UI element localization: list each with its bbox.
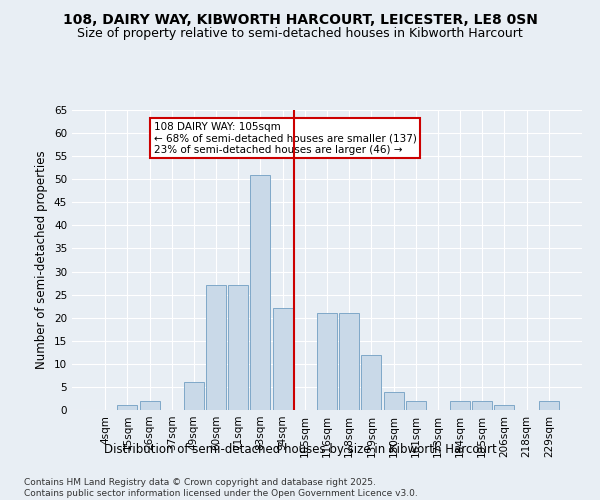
Bar bbox=[539, 401, 559, 410]
Bar bbox=[250, 174, 271, 410]
Bar bbox=[472, 401, 492, 410]
Bar bbox=[450, 401, 470, 410]
Bar bbox=[494, 406, 514, 410]
Bar bbox=[206, 286, 226, 410]
Bar bbox=[184, 382, 204, 410]
Bar bbox=[118, 406, 137, 410]
Bar bbox=[339, 313, 359, 410]
Bar bbox=[228, 286, 248, 410]
Text: Distribution of semi-detached houses by size in Kibworth Harcourt: Distribution of semi-detached houses by … bbox=[104, 442, 496, 456]
Y-axis label: Number of semi-detached properties: Number of semi-detached properties bbox=[35, 150, 49, 370]
Text: 108 DAIRY WAY: 105sqm
← 68% of semi-detached houses are smaller (137)
23% of sem: 108 DAIRY WAY: 105sqm ← 68% of semi-deta… bbox=[154, 122, 417, 154]
Bar bbox=[361, 354, 382, 410]
Text: Size of property relative to semi-detached houses in Kibworth Harcourt: Size of property relative to semi-detach… bbox=[77, 28, 523, 40]
Bar bbox=[383, 392, 404, 410]
Bar bbox=[406, 401, 426, 410]
Bar bbox=[317, 313, 337, 410]
Text: 108, DAIRY WAY, KIBWORTH HARCOURT, LEICESTER, LE8 0SN: 108, DAIRY WAY, KIBWORTH HARCOURT, LEICE… bbox=[62, 12, 538, 26]
Bar bbox=[272, 308, 293, 410]
Bar bbox=[140, 401, 160, 410]
Text: Contains HM Land Registry data © Crown copyright and database right 2025.
Contai: Contains HM Land Registry data © Crown c… bbox=[24, 478, 418, 498]
